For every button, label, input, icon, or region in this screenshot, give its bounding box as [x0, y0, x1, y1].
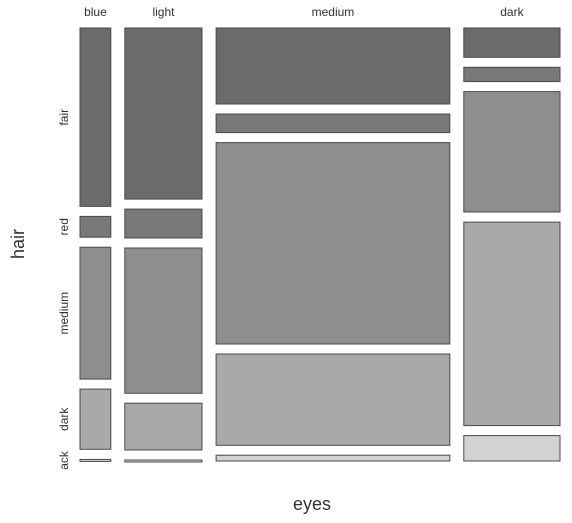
eye-label-blue: blue [84, 5, 107, 19]
tile-blue-dark [79, 388, 112, 450]
tile-light-red [124, 208, 203, 239]
tile-medium-fair [215, 27, 451, 105]
hair-label-black: ack [57, 450, 71, 470]
tile-dark-fair [463, 27, 561, 58]
tile-medium-medium [215, 142, 451, 345]
hair-label-dark: dark [57, 407, 71, 431]
tile-blue-medium [79, 246, 112, 380]
y-axis-title: hair [8, 229, 28, 259]
tile-blue-black [79, 458, 112, 462]
eye-label-medium: medium [312, 5, 355, 19]
tile-medium-dark [215, 353, 451, 446]
tile-light-black [124, 459, 203, 463]
tile-dark-red [463, 66, 561, 83]
tile-blue-fair [79, 27, 112, 207]
tile-dark-dark [463, 221, 561, 427]
tile-light-fair [124, 27, 203, 200]
tile-light-medium [124, 247, 203, 394]
tile-dark-black [463, 435, 561, 462]
eye-color-labels: blue light medium dark [84, 5, 524, 19]
tile-medium-red [215, 113, 451, 134]
eye-label-light: light [152, 5, 175, 19]
tile-light-dark [124, 402, 203, 451]
hair-label-medium: medium [57, 292, 71, 335]
hair-label-red: red [57, 218, 71, 235]
tile-medium-black [215, 454, 451, 462]
x-axis-title: eyes [293, 494, 331, 514]
hair-label-fair: fair [57, 109, 71, 126]
tile-blue-red [79, 215, 112, 238]
tile-dark-medium [463, 91, 561, 213]
eye-label-dark: dark [500, 5, 524, 19]
mosaic-tiles [79, 27, 561, 463]
hair-color-labels: fair red medium dark ack [57, 109, 71, 470]
